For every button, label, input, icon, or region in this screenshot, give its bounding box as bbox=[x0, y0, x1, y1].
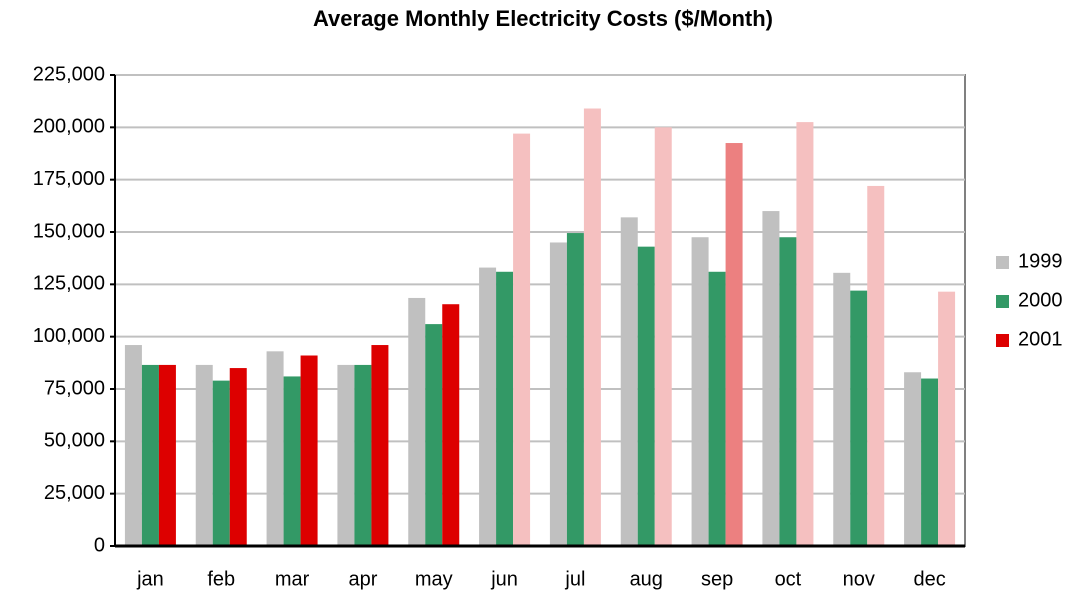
x-tick-label: jan bbox=[136, 568, 164, 590]
x-tick-label: feb bbox=[207, 568, 235, 590]
bar bbox=[141, 364, 159, 546]
x-tick-label: dec bbox=[913, 568, 945, 590]
bar bbox=[371, 345, 389, 546]
x-tick-label: aug bbox=[630, 568, 663, 590]
bar bbox=[496, 271, 514, 546]
y-tick-label: 0 bbox=[94, 534, 105, 556]
bar bbox=[513, 133, 531, 546]
y-tick-label: 50,000 bbox=[44, 430, 105, 452]
bar bbox=[867, 185, 885, 547]
x-tick-label: mar bbox=[275, 568, 310, 590]
bar bbox=[796, 122, 814, 546]
bar bbox=[583, 108, 601, 546]
y-tick-label: 175,000 bbox=[33, 168, 105, 190]
bar bbox=[354, 364, 372, 546]
bar bbox=[637, 246, 655, 547]
bar bbox=[708, 271, 726, 546]
bar bbox=[408, 297, 426, 546]
y-tick-label: 200,000 bbox=[33, 116, 105, 138]
y-tick-label: 150,000 bbox=[33, 220, 105, 242]
x-tick-label: nov bbox=[843, 568, 875, 590]
y-tick-label: 25,000 bbox=[44, 482, 105, 504]
y-tick-label: 75,000 bbox=[44, 377, 105, 399]
bar bbox=[850, 290, 868, 546]
x-tick-label: jun bbox=[490, 568, 518, 590]
bar bbox=[725, 143, 743, 547]
bar bbox=[904, 372, 922, 546]
bar bbox=[779, 237, 797, 546]
bar bbox=[212, 380, 230, 546]
legend-swatch bbox=[996, 334, 1009, 347]
bar bbox=[337, 364, 355, 546]
x-tick-label: sep bbox=[701, 568, 733, 590]
bar bbox=[425, 324, 443, 546]
chart-title: Average Monthly Electricity Costs ($/Mon… bbox=[313, 6, 773, 31]
bar bbox=[549, 242, 567, 546]
y-tick-label: 225,000 bbox=[33, 63, 105, 85]
bar bbox=[266, 351, 284, 546]
bar bbox=[938, 291, 956, 546]
x-tick-label: apr bbox=[348, 568, 377, 590]
bar bbox=[833, 272, 851, 546]
bar bbox=[762, 211, 780, 547]
bar bbox=[158, 364, 176, 546]
bar bbox=[691, 237, 709, 546]
bar bbox=[442, 304, 460, 546]
y-tick-label: 125,000 bbox=[33, 273, 105, 295]
legend-swatch bbox=[996, 256, 1009, 269]
x-tick-label: jul bbox=[564, 568, 585, 590]
legend-label: 2000 bbox=[1018, 289, 1063, 311]
bar bbox=[654, 127, 672, 546]
x-tick-label: may bbox=[415, 568, 453, 590]
legend-label: 2001 bbox=[1018, 328, 1063, 350]
bar bbox=[300, 355, 318, 546]
bar bbox=[195, 364, 213, 546]
legend-swatch bbox=[996, 295, 1009, 308]
bar bbox=[229, 368, 247, 546]
x-tick-label: oct bbox=[775, 568, 802, 590]
y-tick-label: 100,000 bbox=[33, 325, 105, 347]
bar bbox=[566, 233, 584, 546]
legend-label: 1999 bbox=[1018, 250, 1063, 272]
bar bbox=[620, 217, 638, 546]
bar bbox=[283, 376, 301, 546]
bar bbox=[124, 345, 142, 546]
bar bbox=[921, 378, 939, 546]
bar bbox=[479, 267, 497, 546]
